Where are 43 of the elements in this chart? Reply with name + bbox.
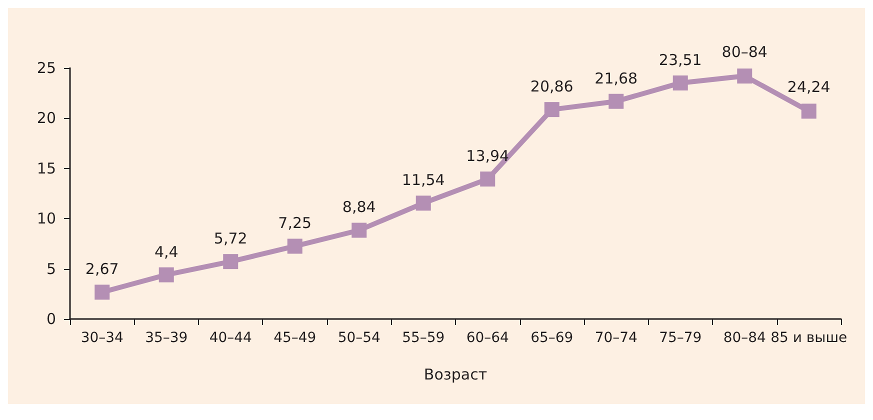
data-label: 7,25 <box>278 214 312 232</box>
point <box>94 284 110 300</box>
x-tick-label: 40–44 <box>209 330 252 346</box>
point <box>158 267 174 282</box>
point <box>544 102 560 118</box>
x-tick-label: 30–34 <box>80 330 124 346</box>
y-tick-label: 25 <box>36 59 56 77</box>
data-label: 4,4 <box>154 242 178 261</box>
x-tick-label: 45–49 <box>274 330 316 346</box>
data-label: 21,68 <box>594 69 638 88</box>
point <box>737 68 752 84</box>
annotation: 24,24 <box>787 78 830 96</box>
point <box>672 75 688 90</box>
point <box>480 172 496 187</box>
x-tick-label: 85 и выше <box>770 330 848 346</box>
point <box>608 94 624 109</box>
x-tick-label: 80–84 <box>723 330 766 346</box>
point <box>223 254 238 270</box>
y-tick-label: 20 <box>36 109 56 128</box>
x-tick-label: 35–39 <box>145 330 188 346</box>
annotation: 80–84 <box>722 43 768 62</box>
x-tick-label: 75–79 <box>659 330 702 346</box>
point <box>416 196 431 211</box>
x-tick-label: 70–74 <box>594 330 638 346</box>
y-tick-label: 15 <box>36 159 56 178</box>
data-label: 13,94 <box>466 147 510 166</box>
y-tick-label: 5 <box>46 260 56 278</box>
y-tick-label: 0 <box>46 310 56 328</box>
x-tick-label: 50–54 <box>338 330 381 346</box>
y-tick-label: 10 <box>36 210 56 228</box>
data-label: 2,67 <box>85 260 119 278</box>
x-tick-label: 55–59 <box>402 330 445 346</box>
data-label: 20,86 <box>530 78 574 96</box>
point <box>287 238 302 254</box>
x-axis-title: Возраст <box>424 366 488 384</box>
data-label: 11,54 <box>402 171 445 190</box>
data-label: 23,51 <box>658 50 702 69</box>
x-tick-label: 60–64 <box>466 330 510 346</box>
point <box>352 222 367 238</box>
data-label: 8,84 <box>342 198 376 216</box>
data-label: 5,72 <box>214 230 248 248</box>
x-tick-label: 65–69 <box>530 330 574 346</box>
point <box>801 104 816 119</box>
